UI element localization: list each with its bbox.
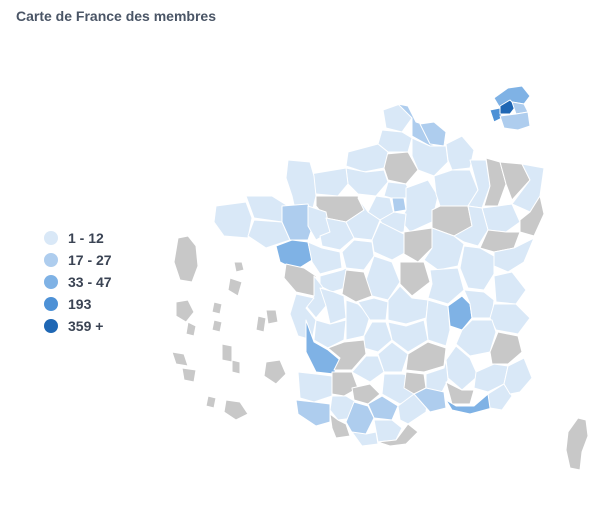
territory-shape	[173, 235, 199, 283]
department-vendee[interactable]	[283, 263, 317, 297]
legend-label: 359 +	[68, 317, 104, 334]
department-maine-et-loire[interactable]	[307, 241, 343, 275]
legend-item[interactable]: 1 - 12	[44, 228, 112, 247]
legend-item[interactable]: 193	[44, 294, 112, 313]
legend-swatch	[44, 252, 58, 267]
department-cote-d-or[interactable]	[423, 227, 465, 271]
legend-swatch	[44, 318, 58, 333]
department-ariege[interactable]	[351, 431, 379, 447]
department-saone-et-loire[interactable]	[427, 267, 465, 305]
territory-shape	[185, 321, 197, 337]
department-loire[interactable]	[425, 299, 451, 347]
department-hautes-alpes[interactable]	[489, 331, 523, 365]
department-aisne[interactable]	[411, 137, 449, 177]
department-seine-maritime[interactable]	[345, 143, 389, 173]
territory-shape	[171, 351, 189, 367]
legend-swatch	[44, 230, 58, 245]
legend-label: 33 - 47	[68, 273, 112, 290]
department-ardennes[interactable]	[445, 135, 475, 171]
department-savoie[interactable]	[489, 303, 531, 335]
territory-shape	[175, 299, 195, 323]
department-yonne[interactable]	[403, 227, 433, 263]
territory-shape	[211, 301, 223, 315]
territory-shape	[231, 359, 241, 375]
territory-shape	[221, 343, 233, 363]
department-landes[interactable]	[297, 371, 333, 403]
legend-label: 1 - 12	[68, 229, 104, 246]
department-haute-savoie[interactable]	[493, 271, 527, 305]
department-moselle[interactable]	[499, 161, 531, 201]
department-tarn-et-garonne[interactable]	[351, 383, 381, 405]
territory-shape	[227, 277, 243, 297]
department-pyrenees-orientales[interactable]	[377, 423, 419, 447]
department-paris-area[interactable]	[391, 197, 407, 213]
department-lot[interactable]	[351, 355, 385, 383]
mainland-departments	[213, 103, 545, 447]
department-seine-et-marne[interactable]	[399, 179, 439, 233]
department-vaucluse[interactable]	[445, 381, 475, 405]
corsica-shape	[565, 417, 589, 471]
legend-item[interactable]: 17 - 27	[44, 250, 112, 269]
department-dordogne[interactable]	[327, 339, 367, 371]
department-lot-et-garonne[interactable]	[331, 371, 359, 397]
department-pyrenees-atlantiques[interactable]	[295, 399, 331, 427]
territory-shape	[265, 309, 279, 325]
department-eure-et-loir[interactable]	[345, 197, 381, 241]
map-title: Carte de France des membres	[16, 8, 216, 24]
department-indre[interactable]	[341, 269, 373, 303]
department-haute-marne[interactable]	[453, 205, 489, 247]
territory-shape	[255, 315, 267, 333]
department-ille-et-vilaine[interactable]	[281, 203, 315, 241]
legend-swatch	[44, 274, 58, 289]
map-legend: 1 - 12 17 - 27 33 - 47 193 359 +	[44, 228, 112, 335]
territory-shape	[211, 319, 223, 333]
department-isere[interactable]	[455, 319, 497, 357]
legend-label: 17 - 27	[68, 251, 112, 268]
department-gard[interactable]	[413, 387, 447, 413]
legend-swatch	[44, 296, 58, 311]
legend-label: 193	[68, 295, 92, 312]
department-deux-sevres[interactable]	[305, 275, 327, 319]
department-jura[interactable]	[459, 245, 495, 291]
department-nievre[interactable]	[399, 261, 431, 297]
department-var[interactable]	[487, 383, 513, 411]
territory-shape	[223, 399, 249, 421]
territory-shape	[263, 359, 287, 385]
department-charente-maritime[interactable]	[289, 293, 317, 341]
department-finistere[interactable]	[213, 201, 253, 239]
department-creuse[interactable]	[357, 297, 389, 321]
paris-inset	[489, 85, 531, 131]
department-hautes-pyrenees[interactable]	[329, 413, 351, 439]
department-val-d-oise[interactable]	[383, 181, 413, 201]
overseas-territories	[171, 235, 589, 471]
territory-shape	[181, 367, 197, 383]
legend-item[interactable]: 359 +	[44, 316, 112, 335]
territory-shape	[205, 395, 217, 409]
inset-val-de-marne[interactable]	[499, 111, 531, 131]
department-charente[interactable]	[313, 319, 347, 349]
department-aude[interactable]	[373, 419, 403, 443]
department-nord-east[interactable]	[419, 121, 447, 147]
legend-item[interactable]: 33 - 47	[44, 272, 112, 291]
territory-shape	[233, 261, 245, 273]
department-eure[interactable]	[345, 167, 389, 197]
department-alpes-maritimes[interactable]	[503, 357, 533, 395]
